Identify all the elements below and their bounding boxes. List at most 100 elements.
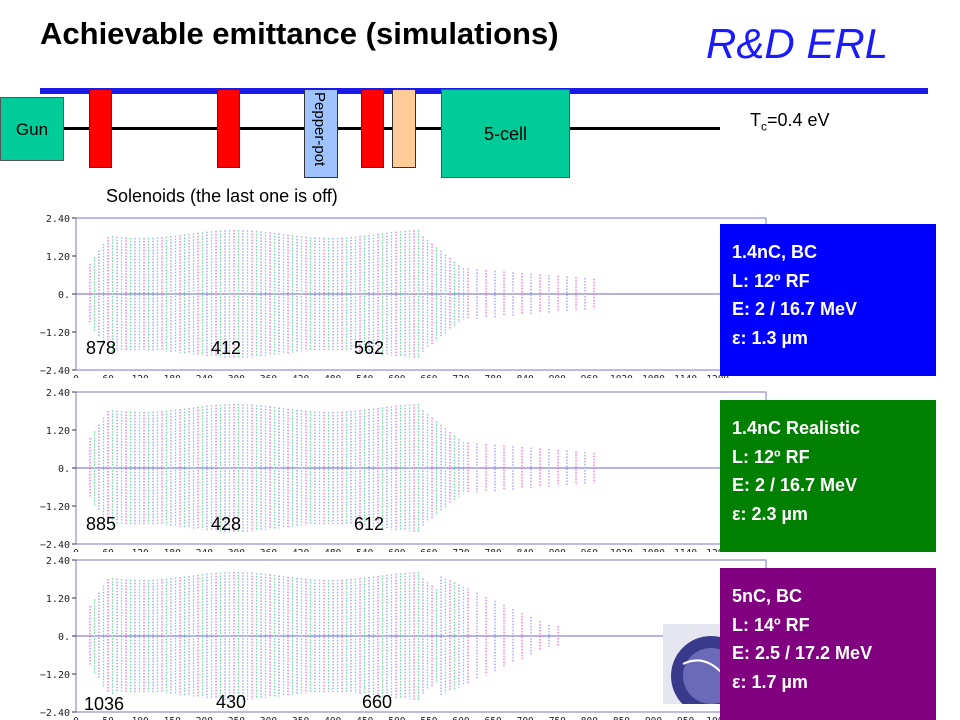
tc-suffix: =0.4 eV: [767, 110, 830, 130]
x-tick-label: 900: [549, 548, 566, 552]
x-tick-label: 900: [549, 374, 566, 378]
x-tick-label: 1080: [642, 548, 665, 552]
y-tick-label: 1.20: [46, 594, 70, 605]
gun-label: Gun: [15, 120, 49, 139]
five-cell-block: 5-cell: [441, 89, 570, 178]
panel2-label-3: 612: [354, 514, 385, 534]
slide-subtitle: R&D ERL: [706, 20, 889, 67]
envelope-plot-2: 2.40 1.20 0. −1.20 −2.400 60 120 180 240 300 360 42…: [40, 388, 767, 552]
x-tick-label: 120: [132, 548, 149, 552]
x-tick-label: 780: [485, 548, 502, 552]
info1-line-3: E: 2 / 16.7 MeV: [732, 299, 858, 319]
x-tick-label: 840: [517, 374, 534, 378]
envelope-plot-1: 2.40 1.20 0. −1.20 −2.400 60 120 180 240 300 360 42…: [40, 214, 767, 378]
y-tick-label: 1.20: [46, 426, 70, 437]
y-tick-label: 2.40: [46, 214, 70, 225]
x-tick-label: 200: [196, 716, 213, 720]
x-tick-label: 550: [420, 716, 437, 720]
laser-block: [392, 89, 416, 168]
y-tick-label: −1.20: [40, 502, 70, 513]
x-tick-label: 1140: [674, 374, 697, 378]
x-tick-label: 360: [260, 374, 277, 378]
info3-line-4: ε: 1.7 µm: [732, 671, 808, 692]
x-tick-label: 0: [73, 716, 79, 720]
gun-block: Gun: [0, 97, 64, 161]
slide-title: Achievable emittance (simulations): [40, 16, 559, 51]
x-tick-label: 1200: [706, 374, 729, 378]
envelope-bars: [89, 572, 559, 700]
panel1-label-3: 562: [354, 338, 385, 358]
x-tick-label: 960: [581, 548, 598, 552]
y-tick-label: 2.40: [46, 556, 70, 567]
x-tick-label: 720: [452, 548, 469, 552]
x-tick-label: 840: [517, 548, 534, 552]
info-box-2: 1.4nC Realistic L: 12º RF E: 2 / 16.7 Me…: [720, 400, 936, 552]
pepper-pot-label: Pepper-pot: [311, 92, 328, 167]
panel1-label-2: 412: [211, 338, 242, 358]
y-tick-label: 1.20: [46, 252, 70, 263]
info1-line-4: ε: 1.3 µm: [732, 327, 808, 348]
y-tick-label: −1.20: [40, 670, 70, 681]
x-tick-label: 1140: [674, 548, 697, 552]
y-tick-label: 0.: [58, 290, 70, 301]
info-box-1: 1.4nC, BC L: 12º RF E: 2 / 16.7 MeV ε: 1…: [720, 224, 936, 376]
x-tick-label: 1080: [642, 374, 665, 378]
x-tick-label: 960: [581, 374, 598, 378]
tc-sub: c: [761, 119, 767, 134]
y-tick-label: −2.40: [40, 366, 70, 377]
panel3-label-1: 1036: [84, 694, 125, 714]
x-tick-label: 360: [260, 548, 277, 552]
x-tick-label: 1000: [706, 716, 729, 720]
info3-line-1: 5nC, BC: [732, 586, 803, 606]
pepper-pot-block: Pepper-pot: [304, 89, 338, 178]
x-tick-label: 240: [196, 548, 213, 552]
office-logo-icon: [663, 624, 723, 704]
x-tick-label: 1020: [610, 548, 633, 552]
info3-line-2: L: 14º RF: [732, 614, 810, 635]
five-cell-label: 5-cell: [483, 124, 527, 144]
x-tick-label: 540: [356, 548, 373, 552]
x-tick-label: 660: [420, 374, 437, 378]
x-tick-label: 660: [420, 548, 437, 552]
solenoid-note: Solenoids (the last one is off): [106, 186, 338, 206]
x-tick-label: 540: [356, 374, 373, 378]
info2-line-3: E: 2 / 16.7 MeV: [732, 475, 858, 495]
x-tick-label: 850: [613, 716, 630, 720]
info1-line-2: L: 12º RF: [732, 270, 810, 291]
y-tick-label: −2.40: [40, 708, 70, 719]
x-tick-label: 480: [324, 374, 341, 378]
x-tick-label: 1020: [610, 374, 633, 378]
x-tick-label: 50: [102, 716, 114, 720]
x-tick-label: 350: [292, 716, 309, 720]
x-tick-label: 1200: [706, 548, 729, 552]
panel2-label-1: 885: [86, 514, 117, 534]
info2-line-2: L: 12º RF: [732, 446, 810, 467]
y-tick-label: 2.40: [46, 388, 70, 399]
beamline-axis: [62, 127, 720, 130]
x-tick-label: 800: [581, 716, 598, 720]
x-tick-label: 100: [132, 716, 149, 720]
panel1-label-1: 878: [86, 338, 117, 358]
x-tick-label: 780: [485, 374, 502, 378]
x-tick-label: 0: [73, 374, 79, 378]
x-tick-label: 600: [388, 548, 405, 552]
x-tick-label: 120: [132, 374, 149, 378]
x-tick-label: 60: [102, 548, 114, 552]
x-tick-label: 400: [324, 716, 341, 720]
y-tick-label: −1.20: [40, 328, 70, 339]
x-tick-label: 700: [517, 716, 534, 720]
info1-line-1: 1.4nC, BC: [732, 242, 818, 262]
panel3-label-2: 430: [216, 692, 247, 712]
solenoid-1: [89, 89, 112, 168]
x-tick-label: 600: [452, 716, 469, 720]
solenoid-3: [361, 89, 384, 168]
x-tick-label: 500: [388, 716, 405, 720]
y-tick-label: 0.: [58, 632, 70, 643]
x-tick-label: 450: [356, 716, 373, 720]
x-tick-label: 420: [292, 374, 309, 378]
y-tick-label: 0.: [58, 464, 70, 475]
panel2-label-2: 428: [211, 514, 242, 534]
x-tick-label: 240: [196, 374, 213, 378]
x-tick-label: 180: [164, 548, 181, 552]
cathode-temperature: Tc=0.4 eV: [750, 110, 830, 134]
